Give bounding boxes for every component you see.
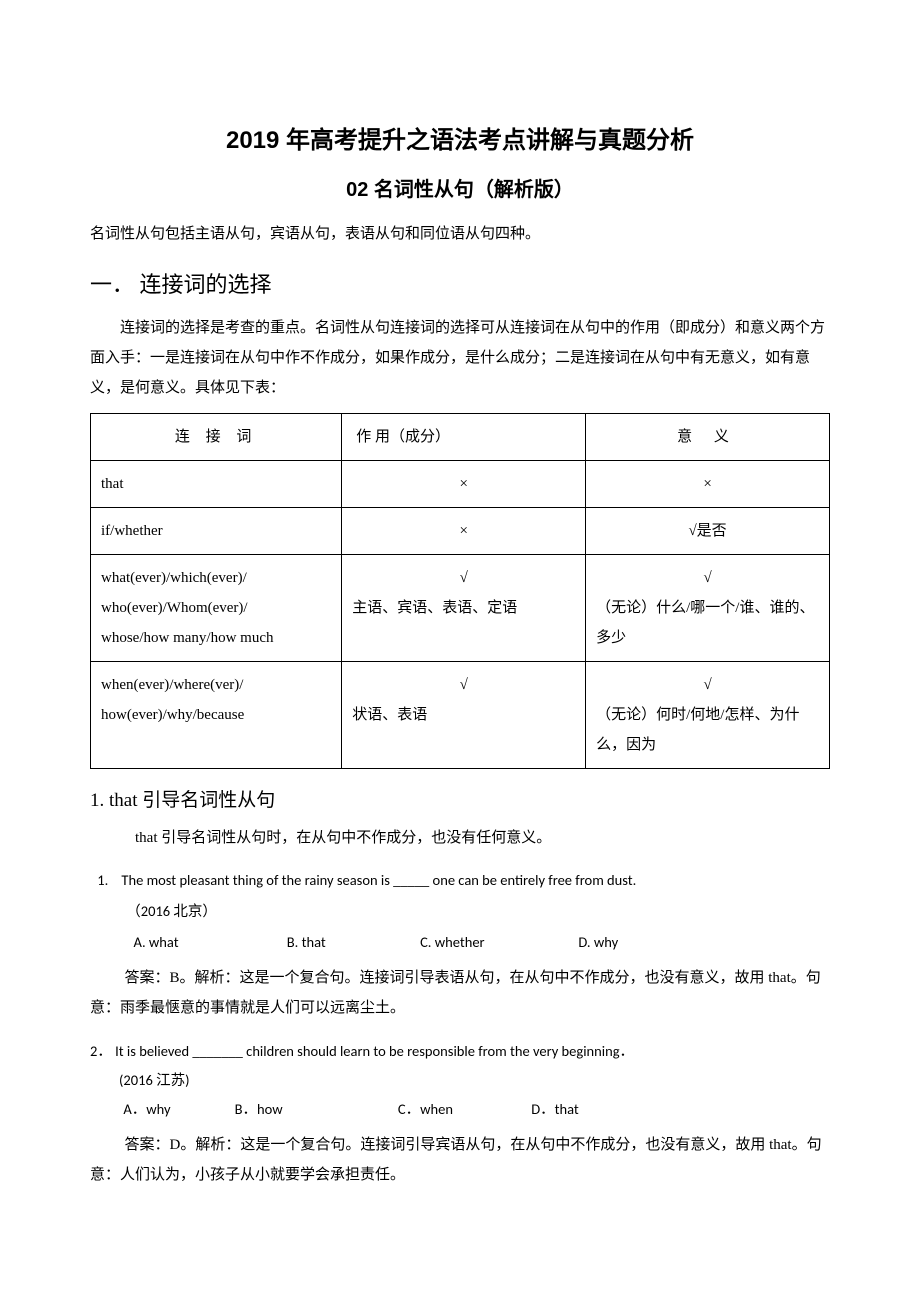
table-header-meaning: 意 义 [586, 413, 830, 460]
section-heading: 一． 连接词的选择 [90, 267, 830, 299]
question-source: (2016 江苏) [90, 1066, 830, 1095]
question-text: It is believed _______ children should l… [115, 1042, 634, 1060]
table-cell-meaning: √是否 [586, 507, 830, 554]
table-cell-meaning: × [586, 460, 830, 507]
choice-d: D. why [578, 928, 678, 957]
choice-c: C．when [398, 1095, 528, 1124]
question-1-answer: 答案：B。解析：这是一个复合句。连接词引导表语从句，在从句中不作成分，也没有意义… [90, 963, 830, 1023]
choice-a: A. what [134, 928, 284, 957]
table-cell-connective: what(ever)/which(ever)/who(ever)/Whom(ev… [91, 554, 342, 661]
question-2-choices: A．why B．how C．when D．that [90, 1095, 830, 1124]
section-para: 连接词的选择是考查的重点。名词性从句连接词的选择可从连接词在从句中的作用（即成分… [90, 313, 830, 403]
question-number: 2． [90, 1042, 112, 1060]
question-number: 1. [90, 871, 108, 889]
question-text: The most pleasant thing of the rainy sea… [121, 871, 636, 889]
question-1-choices: A. what B. that C. whether D. why [90, 928, 830, 957]
subtitle: 02 名词性从句（解析版） [90, 173, 830, 202]
subsection-heading: 1. that 引导名词性从句 [90, 785, 830, 812]
intro-text: 名词性从句包括主语从句，宾语从句，表语从句和同位语从句四种。 [90, 220, 830, 249]
choice-d: D．that [531, 1095, 631, 1124]
table-cell-function: × [342, 507, 586, 554]
connective-table: 连 接 词 作 用（成分） 意 义 that××if/whether×√是否wh… [90, 413, 830, 769]
table-cell-function: √状语、表语 [342, 661, 586, 768]
table-cell-function: × [342, 460, 586, 507]
question-1: 1. The most pleasant thing of the rainy … [90, 866, 830, 895]
table-cell-connective: that [91, 460, 342, 507]
choice-b: B．how [235, 1095, 395, 1124]
question-source: （2016 北京） [90, 897, 830, 926]
choice-b: B. that [287, 928, 417, 957]
table-cell-connective: when(ever)/where(ver)/how(ever)/why/beca… [91, 661, 342, 768]
table-cell-meaning: √（无论）何时/何地/怎样、为什么，因为 [586, 661, 830, 768]
subsection-para: that 引导名词性从句时，在从句中不作成分，也没有任何意义。 [90, 824, 830, 853]
table-header-connective: 连 接 词 [91, 413, 342, 460]
table-cell-meaning: √（无论）什么/哪一个/谁、谁的、多少 [586, 554, 830, 661]
table-cell-connective: if/whether [91, 507, 342, 554]
choice-c: C. whether [420, 928, 575, 957]
question-2: 2． It is believed _______ children shoul… [90, 1037, 830, 1066]
question-2-answer: 答案：D。解析：这是一个复合句。连接词引导宾语从句，在从句中不作成分，也没有意义… [90, 1130, 830, 1190]
main-title: 2019 年高考提升之语法考点讲解与真题分析 [90, 120, 830, 155]
table-cell-function: √主语、宾语、表语、定语 [342, 554, 586, 661]
table-header-function: 作 用（成分） [342, 413, 586, 460]
choice-a: A．why [123, 1095, 231, 1124]
